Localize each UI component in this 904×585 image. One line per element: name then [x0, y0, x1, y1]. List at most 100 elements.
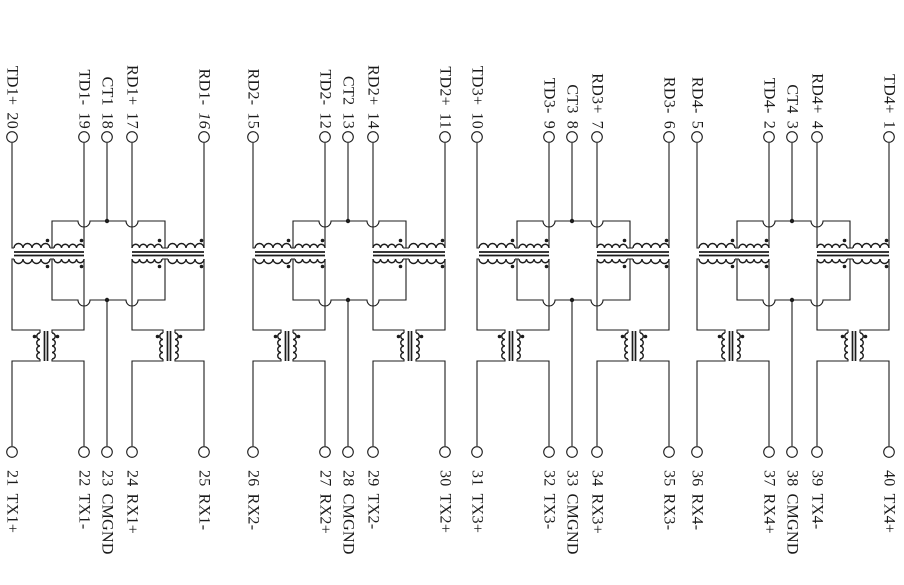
pin-label-38: 38CMGND [784, 470, 801, 555]
transformer-and-choke-windings [698, 242, 890, 360]
pin-terminal-17 [126, 131, 138, 143]
polarity-dot [45, 264, 50, 269]
polarity-dot [510, 264, 515, 269]
pin-terminal-32 [543, 446, 555, 458]
channel-2: RD2-15 TD2-12 CT213 RD2+14 TD2+11 26RX2- 27RX2… [245, 65, 454, 555]
pin-terminal-23 [101, 446, 113, 458]
pin-terminal-7 [591, 131, 603, 143]
pin-terminal-29 [367, 446, 379, 458]
transformer-and-choke-windings [478, 242, 670, 360]
pin-terminal-16 [198, 131, 210, 143]
polarity-dot [396, 334, 401, 339]
pin-terminal-25 [198, 446, 210, 458]
pin-terminal-15 [247, 131, 259, 143]
pin-label-23: 23CMGND [99, 470, 116, 555]
junction-dot [345, 297, 351, 303]
polarity-dot [664, 264, 669, 269]
junction-dot [569, 218, 575, 224]
polarity-dot [79, 264, 84, 269]
wire-net [476, 143, 670, 446]
pin-terminal-27 [319, 446, 331, 458]
pin-label-7: RD3+7 [589, 73, 606, 129]
pin-label-10: TD3+10 [469, 66, 486, 129]
polarity-dot [884, 264, 889, 269]
polarity-dot [320, 238, 325, 243]
wire-net [11, 143, 205, 446]
channel-3: TD3+10 TD3-9 CT38 RD3+7 RD3-6 31TX3+ 32TX3- 33C… [469, 66, 678, 555]
pin-terminal-12 [319, 131, 331, 143]
polarity-dot [273, 334, 278, 339]
pin-label-27: 27RX2+ [317, 470, 334, 534]
pin-terminal-30 [439, 446, 451, 458]
pin-label-22: 22TX1- [76, 470, 93, 529]
pin-label-11: TD2+11 [437, 66, 454, 129]
polarity-dot [178, 334, 183, 339]
polarity-dot [155, 334, 160, 339]
polarity-dot [842, 264, 847, 269]
transformer-and-choke-windings [254, 242, 446, 360]
polarity-dot [740, 334, 745, 339]
polarity-dot [622, 238, 627, 243]
pin-terminal-33 [566, 446, 578, 458]
polarity-dot [440, 264, 445, 269]
transformer-and-choke-windings [13, 242, 205, 360]
polarity-dot [842, 238, 847, 243]
polarity-dot [764, 264, 769, 269]
pin-label-9: TD3-9 [541, 78, 558, 129]
junction-dot [569, 297, 575, 303]
wire-net [252, 143, 446, 446]
pin-label-31: 31TX3+ [469, 470, 486, 533]
pin-label-3: CT43 [784, 84, 801, 129]
pin-label-32: 32TX3- [541, 470, 558, 529]
pin-label-1: TD4+1 [881, 74, 898, 129]
polarity-dot [764, 238, 769, 243]
pin-label-36: 36RX4- [689, 470, 706, 530]
polarity-dot [157, 238, 162, 243]
pin-terminal-38 [786, 446, 798, 458]
polarity-dot [55, 334, 60, 339]
pin-label-12: TD2-12 [317, 70, 334, 129]
junction-dot [104, 297, 110, 303]
polarity-dot [544, 264, 549, 269]
pin-terminal-39 [811, 446, 823, 458]
polarity-dot [286, 238, 291, 243]
polarity-dot [520, 334, 525, 339]
polarity-dot [510, 238, 515, 243]
pin-terminal-40 [883, 446, 895, 458]
polarity-dot [622, 264, 627, 269]
polarity-dot [199, 264, 204, 269]
pin-label-29: 29TX2- [365, 470, 382, 529]
pin-terminal-11 [439, 131, 451, 143]
channel-1: TD1+20 TD1-19 CT118 RD1+17 RD1-16 21TX1+ 22TX1… [4, 65, 213, 555]
pin-terminal-13 [342, 131, 354, 143]
polarity-dot [398, 264, 403, 269]
polarity-dot [32, 334, 37, 339]
polarity-dot [730, 264, 735, 269]
pin-label-14: RD2+14 [365, 65, 382, 129]
polarity-dot [840, 334, 845, 339]
pin-label-19: TD1-19 [76, 70, 93, 129]
pin-label-30: 30TX2+ [437, 470, 454, 533]
magnetic-core-lines [14, 251, 204, 361]
polarity-dot [544, 238, 549, 243]
pin-label-33: 33CMGND [564, 470, 581, 555]
pin-terminal-28 [342, 446, 354, 458]
polarity-dot [497, 334, 502, 339]
pin-terminal-14 [367, 131, 379, 143]
pin-terminal-18 [101, 131, 113, 143]
polarity-dot [717, 334, 722, 339]
junction-dot [345, 218, 351, 224]
polarity-dot [620, 334, 625, 339]
junction-dot [104, 218, 110, 224]
polarity-dot [643, 334, 648, 339]
pin-label-15: RD2-15 [245, 69, 262, 129]
pin-terminal-31 [471, 446, 483, 458]
pin-terminal-8 [566, 131, 578, 143]
pin-label-35: 35RX3- [661, 470, 678, 530]
magnetic-core-lines [255, 251, 445, 361]
pin-terminal-1 [883, 131, 895, 143]
pin-label-34: 34RX3+ [589, 470, 606, 534]
magnetic-core-lines [699, 251, 889, 361]
pin-terminal-3 [786, 131, 798, 143]
